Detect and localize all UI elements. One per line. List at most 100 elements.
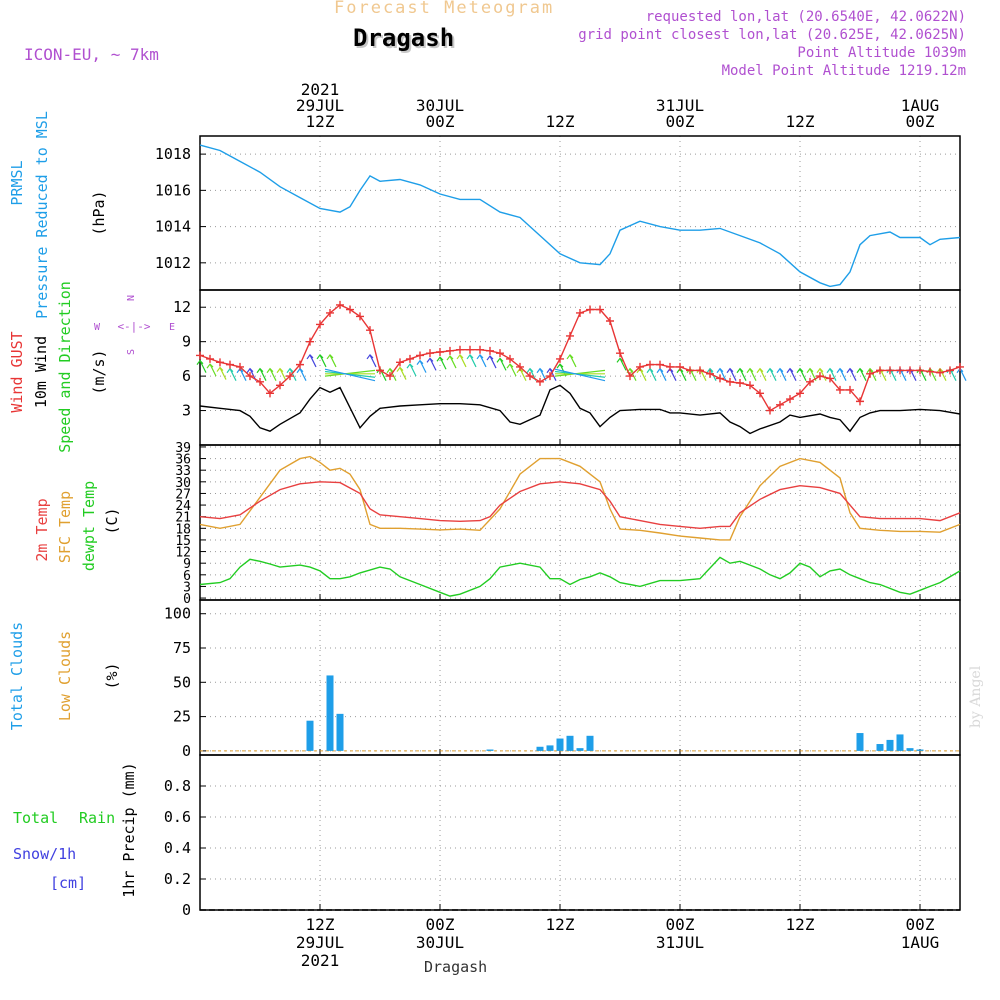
y-tick-label: 75 — [173, 639, 191, 657]
gust-marker — [876, 366, 884, 375]
wind-arrow — [649, 368, 657, 381]
series-line-dewpt-temp — [199, 556, 961, 597]
wind-arrow — [569, 354, 577, 368]
cloud-bar — [896, 734, 904, 751]
x-tick-label-bottom: 31JUL — [656, 933, 704, 952]
label-pressure-msl: Pressure Reduced to MSL — [33, 111, 51, 319]
label-snow-unit: [cm] — [50, 874, 86, 892]
x-tick-label-top: 29JUL — [296, 96, 344, 115]
cloud-bar — [326, 675, 334, 751]
wind-arrow — [469, 354, 477, 368]
wind-arrow-head — [446, 355, 454, 361]
x-tick-label-top: 12Z — [546, 112, 575, 131]
y-tick-label: 0.8 — [164, 777, 191, 795]
label-wind-gust: Wind GUST — [8, 331, 26, 412]
wind-arrow — [929, 368, 937, 381]
wind-arrow — [729, 368, 737, 381]
label-snow: Snow/1h — [13, 845, 76, 863]
x-tick-label-top: 00Z — [906, 112, 935, 131]
x-tick-label-bottom: 29JUL — [296, 933, 344, 952]
wind-arrow-head — [436, 356, 444, 362]
gust-marker — [406, 354, 414, 363]
wind-arrow — [659, 368, 667, 381]
gust-marker — [236, 362, 244, 371]
wind-arrow — [769, 368, 777, 381]
wind-arrow-head — [326, 354, 334, 360]
gust-marker — [446, 346, 454, 355]
gust-marker — [256, 377, 264, 386]
label-prmsl: PRMSL — [8, 160, 26, 205]
gust-marker — [196, 351, 204, 360]
wind-arrow — [459, 354, 467, 368]
compass-east: E — [169, 322, 175, 333]
y-tick-label: 15 — [175, 534, 191, 549]
y-tick-label: 39 — [175, 441, 191, 456]
panel-frame-precip — [199, 754, 961, 911]
wind-arrow — [509, 363, 517, 377]
wind-arrow-head — [456, 354, 464, 360]
model-altitude: Model Point Altitude 1219.12m — [721, 63, 966, 79]
y-tick-label: 0 — [183, 592, 191, 607]
gust-marker — [796, 389, 804, 398]
gust-marker — [366, 326, 374, 335]
x-tick-label-bottom: 00Z — [426, 915, 455, 934]
gust-marker — [546, 372, 554, 381]
y-tick-label: 25 — [173, 708, 191, 726]
label-total-clouds: Total Clouds — [8, 622, 26, 730]
wind-arrow-head — [836, 367, 844, 374]
wind-arrow-head — [566, 354, 574, 360]
wind-arrow — [739, 368, 747, 381]
gust-marker — [806, 377, 814, 386]
cloud-bar — [916, 749, 924, 751]
wind-arrow-head — [476, 354, 484, 360]
y-tick-label: 3 — [183, 580, 191, 595]
cloud-bar — [556, 738, 564, 751]
x-tick-label-top: 12Z — [786, 112, 815, 131]
series-line-2m-temp — [199, 481, 961, 530]
gust-marker — [866, 369, 874, 378]
cloud-bar — [546, 745, 554, 751]
wind-arrow — [479, 354, 487, 368]
wind-arrow — [199, 360, 207, 373]
gust-marker — [436, 348, 444, 356]
x-tick-label-bottom: 12Z — [306, 915, 335, 934]
wind-arrow — [719, 368, 727, 381]
wind-arrow-head — [656, 367, 664, 374]
gust-marker — [536, 377, 544, 386]
wind-arrow-head — [386, 367, 394, 374]
y-tick-label: 9 — [182, 333, 191, 351]
y-tick-label: 12 — [173, 298, 191, 316]
model-label: ICON-EU, ~ 7km — [24, 45, 159, 64]
wind-arrow-head — [816, 367, 824, 374]
gust-marker — [816, 372, 824, 381]
gust-marker — [316, 320, 324, 329]
gust-marker — [846, 385, 854, 394]
wind-arrow — [679, 368, 687, 381]
wind-arrow-head — [786, 367, 794, 374]
wind-arrow — [229, 368, 237, 381]
gust-marker — [786, 395, 794, 404]
cloud-bar — [886, 739, 894, 751]
gust-marker — [206, 354, 214, 363]
wind-arrow — [799, 368, 807, 381]
wind-arrow-head — [466, 354, 474, 360]
gust-marker — [426, 349, 434, 358]
gust-marker — [666, 362, 674, 371]
gust-marker — [656, 360, 664, 369]
panel-frame-temperature — [199, 444, 961, 601]
y-tick-label: 0.2 — [164, 870, 191, 888]
wind-arrow — [619, 358, 627, 371]
gust-marker — [606, 317, 614, 325]
gust-marker — [886, 366, 894, 375]
wind-arrow-head — [296, 367, 304, 374]
gust-marker — [636, 362, 644, 371]
gust-marker — [936, 368, 944, 377]
gust-marker — [926, 367, 934, 376]
gust-marker — [496, 349, 504, 358]
wind-arrow-head — [706, 367, 714, 374]
x-tick-label-bottom: 00Z — [666, 915, 695, 934]
wind-arrow-head — [226, 367, 234, 374]
wind-arrow — [829, 368, 837, 381]
label-total: Total — [13, 809, 58, 827]
x-tick-label-top: 12Z — [306, 112, 335, 131]
